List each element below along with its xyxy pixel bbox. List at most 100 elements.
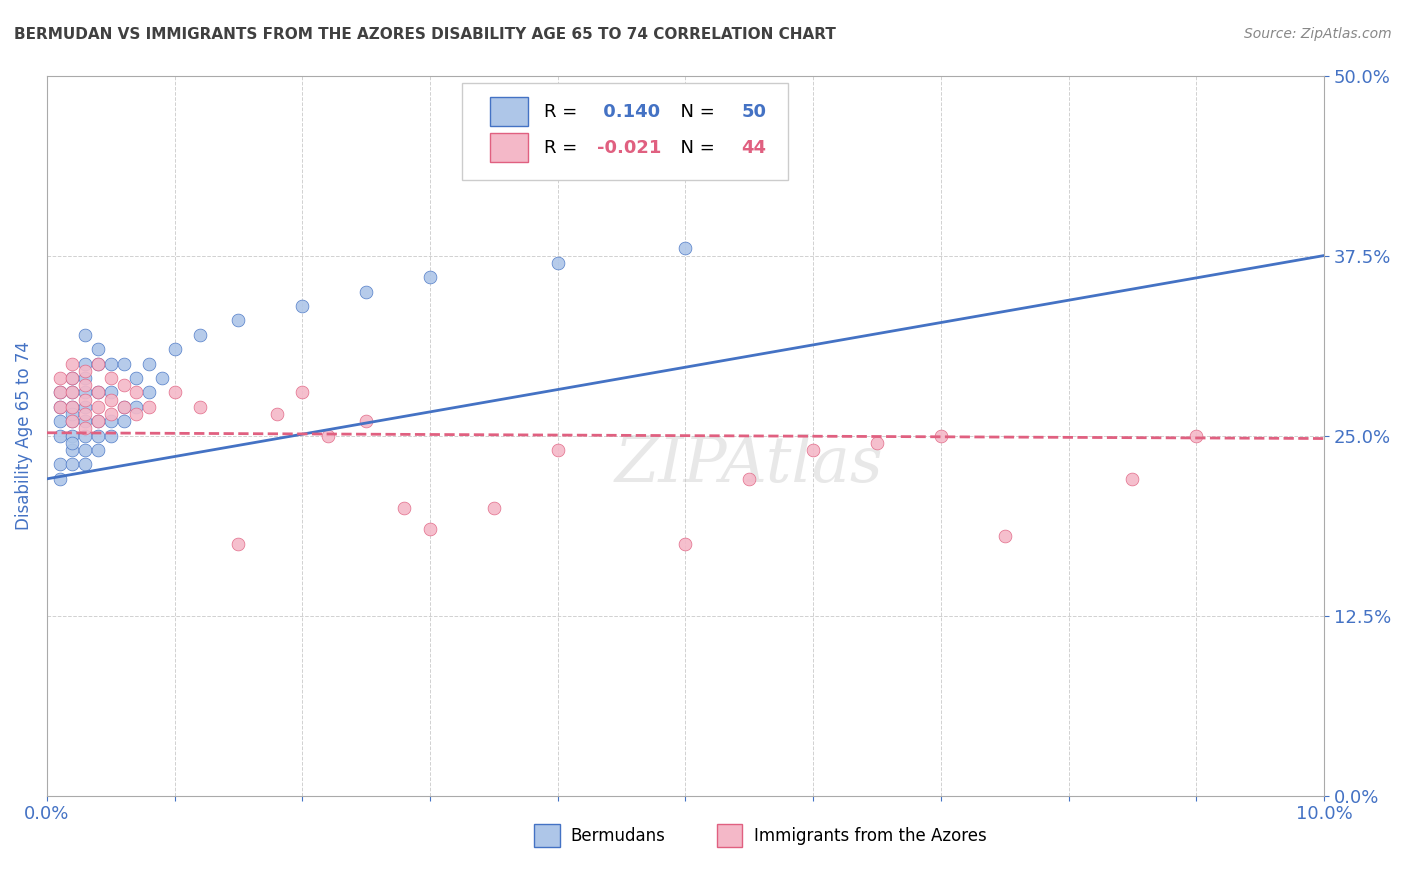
FancyBboxPatch shape: [491, 133, 529, 162]
Point: [112, 400, 135, 414]
Point: [75, 327, 97, 342]
Point: [87, 400, 110, 414]
Point: [75, 371, 97, 385]
Point: [48, 414, 70, 428]
Point: [354, 414, 377, 428]
Point: [738, 472, 761, 486]
Text: -0.021: -0.021: [598, 138, 662, 156]
Point: [163, 385, 186, 400]
Text: 44: 44: [741, 138, 766, 156]
Point: [801, 443, 824, 458]
Point: [87, 342, 110, 356]
Point: [673, 537, 696, 551]
Point: [138, 400, 160, 414]
Point: [419, 270, 441, 285]
Point: [48, 400, 70, 414]
Point: [125, 371, 148, 385]
Point: [75, 400, 97, 414]
Point: [87, 357, 110, 371]
Point: [100, 357, 122, 371]
Point: [929, 428, 952, 442]
Point: [87, 357, 110, 371]
Point: [228, 537, 250, 551]
Point: [62, 400, 84, 414]
Point: [75, 385, 97, 400]
Point: [62, 435, 84, 450]
Point: [112, 378, 135, 392]
Point: [48, 371, 70, 385]
Point: [1185, 428, 1208, 442]
Point: [48, 428, 70, 442]
Point: [62, 371, 84, 385]
Text: N =: N =: [669, 138, 720, 156]
Point: [62, 443, 84, 458]
Text: 0.140: 0.140: [598, 103, 661, 120]
Point: [48, 385, 70, 400]
Point: [62, 400, 84, 414]
Point: [188, 400, 211, 414]
Point: [125, 400, 148, 414]
Point: [291, 299, 314, 313]
Point: [1121, 472, 1143, 486]
Point: [188, 327, 211, 342]
Point: [547, 256, 569, 270]
Point: [87, 414, 110, 428]
Point: [112, 357, 135, 371]
FancyBboxPatch shape: [491, 97, 529, 126]
Text: ZIPAtlas: ZIPAtlas: [614, 434, 883, 495]
Point: [87, 385, 110, 400]
Text: Immigrants from the Azores: Immigrants from the Azores: [754, 827, 987, 845]
Point: [75, 378, 97, 392]
Point: [150, 371, 173, 385]
Text: R =: R =: [544, 138, 582, 156]
Point: [138, 357, 160, 371]
FancyBboxPatch shape: [463, 83, 787, 180]
Point: [100, 385, 122, 400]
Point: [75, 407, 97, 421]
Point: [291, 385, 314, 400]
Point: [75, 414, 97, 428]
Point: [75, 458, 97, 472]
Point: [75, 357, 97, 371]
Point: [62, 371, 84, 385]
Point: [62, 407, 84, 421]
Point: [87, 428, 110, 442]
Point: [125, 385, 148, 400]
Point: [87, 385, 110, 400]
Point: [48, 458, 70, 472]
Point: [673, 241, 696, 255]
Point: [75, 428, 97, 442]
Text: Source: ZipAtlas.com: Source: ZipAtlas.com: [1244, 27, 1392, 41]
Point: [62, 414, 84, 428]
Point: [100, 414, 122, 428]
Text: Bermudans: Bermudans: [571, 827, 665, 845]
Point: [419, 522, 441, 536]
Point: [62, 385, 84, 400]
Point: [482, 500, 505, 515]
Point: [75, 421, 97, 435]
Point: [316, 428, 339, 442]
Point: [62, 428, 84, 442]
Point: [100, 392, 122, 407]
Text: R =: R =: [544, 103, 582, 120]
Text: 50: 50: [741, 103, 766, 120]
Point: [87, 414, 110, 428]
Point: [394, 500, 416, 515]
Point: [75, 443, 97, 458]
Point: [866, 435, 889, 450]
Y-axis label: Disability Age 65 to 74: Disability Age 65 to 74: [15, 342, 32, 530]
Point: [87, 443, 110, 458]
Point: [266, 407, 288, 421]
Point: [354, 285, 377, 299]
Point: [994, 529, 1017, 543]
Point: [62, 357, 84, 371]
Point: [75, 364, 97, 378]
Text: BERMUDAN VS IMMIGRANTS FROM THE AZORES DISABILITY AGE 65 TO 74 CORRELATION CHART: BERMUDAN VS IMMIGRANTS FROM THE AZORES D…: [14, 27, 837, 42]
Point: [163, 342, 186, 356]
Point: [112, 414, 135, 428]
Point: [112, 400, 135, 414]
Point: [138, 385, 160, 400]
Point: [100, 407, 122, 421]
Point: [75, 392, 97, 407]
Point: [48, 472, 70, 486]
